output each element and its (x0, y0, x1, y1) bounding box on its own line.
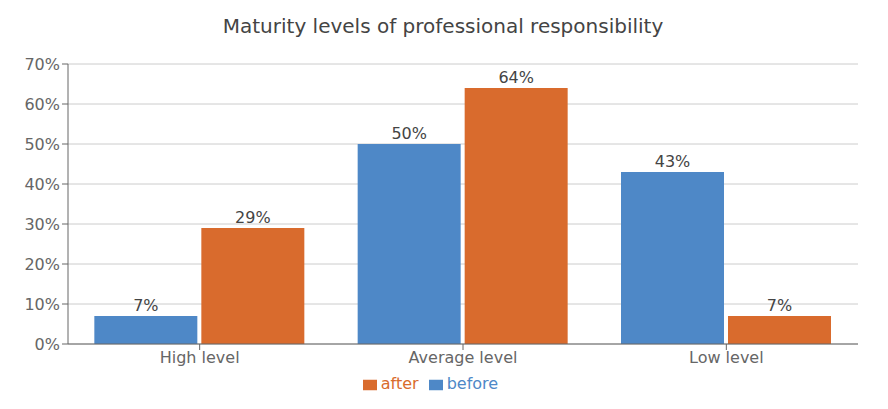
svg-text:50%: 50% (391, 124, 427, 143)
svg-text:7%: 7% (767, 296, 792, 315)
svg-text:43%: 43% (655, 152, 691, 171)
html-text:after: after (380, 374, 419, 393)
svg-text:60%: 60% (24, 95, 60, 114)
svg-text:High level: High level (160, 348, 240, 367)
svg-text:0%: 0% (35, 335, 60, 354)
svg-text:29%: 29% (235, 208, 271, 227)
svg-text:70%: 70% (24, 55, 60, 74)
html-text:before: before (446, 374, 499, 393)
svg-text:Average level: Average level (409, 348, 518, 367)
svg-text:20%: 20% (24, 255, 60, 274)
html-text:Maturity levels of professiona: Maturity levels of professional responsi… (222, 14, 664, 38)
svg-text:50%: 50% (24, 135, 60, 154)
svg-text:10%: 10% (24, 295, 60, 314)
svg-text:64%: 64% (498, 68, 534, 87)
svg-text:30%: 30% (24, 215, 60, 234)
svg-text:40%: 40% (24, 175, 60, 194)
svg-text:7%: 7% (133, 296, 158, 315)
svg-text:Low level: Low level (689, 348, 764, 367)
